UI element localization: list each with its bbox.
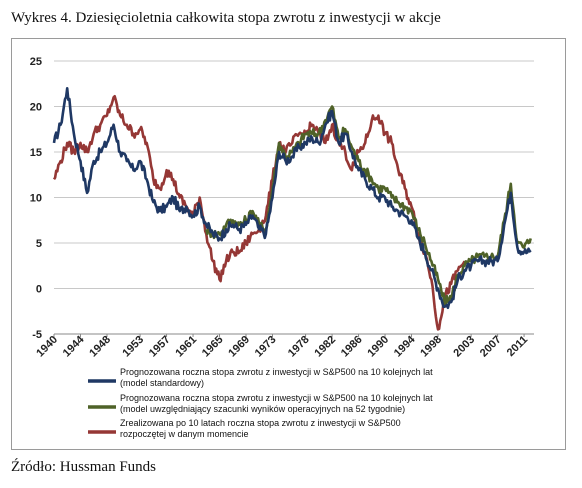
x-tick-label: 1990	[365, 334, 391, 360]
x-tick-label: 1969	[226, 334, 252, 360]
legend-label-2: rozpoczętej w danym momencie	[120, 429, 249, 439]
legend-label-0: (model standardowy)	[120, 378, 204, 388]
x-tick-label: 1965	[200, 334, 226, 360]
grid-lines	[54, 60, 534, 335]
y-tick-label: 0	[36, 284, 42, 296]
y-axis-ticks: 25 20 15 10 5 0 -5	[30, 56, 42, 341]
x-tick-label: 1986	[339, 334, 365, 360]
legend-label-2: Zrealizowana po 10 latach roczna stopa z…	[120, 418, 401, 428]
chart-source: Źródło: Hussman Funds	[11, 459, 157, 475]
x-tick-label: 1948	[87, 334, 113, 360]
chart-caption: Wykres 4. Dziesięcioletnia całkowita sto…	[11, 10, 441, 26]
y-tick-label: 20	[30, 102, 42, 114]
x-tick-label: 1944	[61, 333, 87, 359]
legend-label-0: Prognozowana roczna stopa zwrotu z inwes…	[120, 367, 433, 377]
series-line-0	[52, 87, 532, 310]
y-tick-label: 25	[30, 56, 42, 68]
y-tick-label: 10	[30, 193, 42, 205]
y-tick-label: 15	[30, 147, 42, 159]
x-tick-label: 2003	[451, 334, 477, 360]
x-tick-label: 1953	[120, 334, 146, 360]
x-tick-label: 1978	[286, 334, 312, 360]
y-tick-label: -5	[32, 329, 42, 341]
x-tick-label: 1957	[147, 334, 173, 360]
x-tick-label: 1998	[418, 334, 444, 360]
x-tick-label: 1982	[312, 334, 338, 360]
x-axis-ticks: 1940 1944 1948 1953 1957 1961 1965 1969 1973 1978…	[34, 333, 530, 359]
series-lines	[52, 87, 532, 331]
legend: Prognozowana roczna stopa zwrotu z inwes…	[88, 367, 433, 439]
x-tick-label: 2011	[505, 334, 530, 359]
y-tick-label: 5	[36, 238, 42, 250]
x-tick-label: 1994	[392, 333, 418, 359]
legend-label-1: (model uwzględniający szacunki wyników o…	[120, 404, 405, 414]
x-tick-label: 2007	[478, 334, 504, 360]
x-tick-label: 1973	[253, 334, 279, 360]
chart-frame: 25 20 15 10 5 0 -5 1940 1944 1948 1953 1957 1961 196…	[11, 38, 566, 450]
legend-label-1: Prognozowana roczna stopa zwrotu z inwes…	[120, 393, 433, 403]
x-tick-label: 1961	[173, 334, 199, 360]
